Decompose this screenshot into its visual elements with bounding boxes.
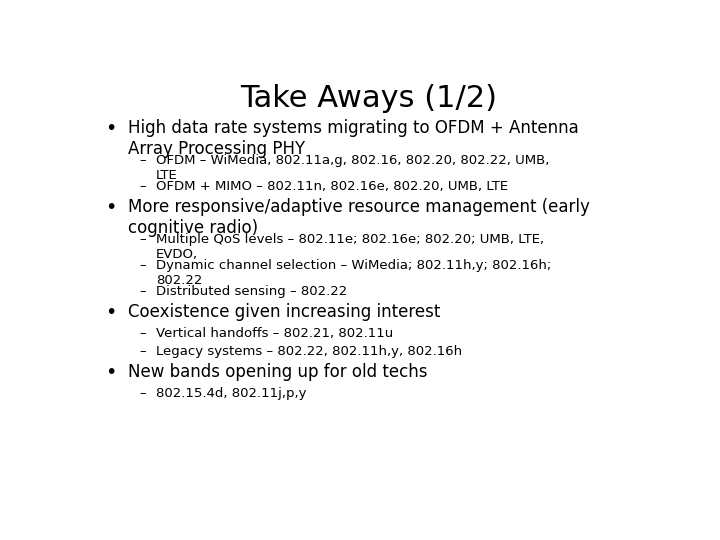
Text: –: – [140,233,146,246]
Text: •: • [106,363,117,382]
Text: Vertical handoffs – 802.21, 802.11u: Vertical handoffs – 802.21, 802.11u [156,327,393,340]
Text: •: • [106,198,117,217]
Text: Distributed sensing – 802.22: Distributed sensing – 802.22 [156,285,347,298]
Text: •: • [106,303,117,322]
Text: Dynamic channel selection – WiMedia; 802.11h,y; 802.16h;
802.22: Dynamic channel selection – WiMedia; 802… [156,259,551,287]
Text: Multiple QoS levels – 802.11e; 802.16e; 802.20; UMB, LTE,
EVDO,: Multiple QoS levels – 802.11e; 802.16e; … [156,233,544,261]
Text: High data rate systems migrating to OFDM + Antenna
Array Processing PHY: High data rate systems migrating to OFDM… [128,119,579,158]
Text: More responsive/adaptive resource management (early
cognitive radio): More responsive/adaptive resource manage… [128,198,590,238]
Text: Legacy systems – 802.22, 802.11h,y, 802.16h: Legacy systems – 802.22, 802.11h,y, 802.… [156,345,462,358]
Text: –: – [140,154,146,167]
Text: –: – [140,259,146,272]
Text: –: – [140,345,146,358]
Text: –: – [140,285,146,298]
Text: Take Aways (1/2): Take Aways (1/2) [240,84,498,112]
Text: New bands opening up for old techs: New bands opening up for old techs [128,363,428,381]
Text: OFDM – WiMedia, 802.11a,g, 802.16, 802.20, 802.22, UMB,
LTE: OFDM – WiMedia, 802.11a,g, 802.16, 802.2… [156,154,549,183]
Text: OFDM + MIMO – 802.11n, 802.16e, 802.20, UMB, LTE: OFDM + MIMO – 802.11n, 802.16e, 802.20, … [156,180,508,193]
Text: –: – [140,180,146,193]
Text: Coexistence given increasing interest: Coexistence given increasing interest [128,303,441,321]
Text: –: – [140,327,146,340]
Text: •: • [106,119,117,138]
Text: –: – [140,387,146,400]
Text: 802.15.4d, 802.11j,p,y: 802.15.4d, 802.11j,p,y [156,387,306,400]
